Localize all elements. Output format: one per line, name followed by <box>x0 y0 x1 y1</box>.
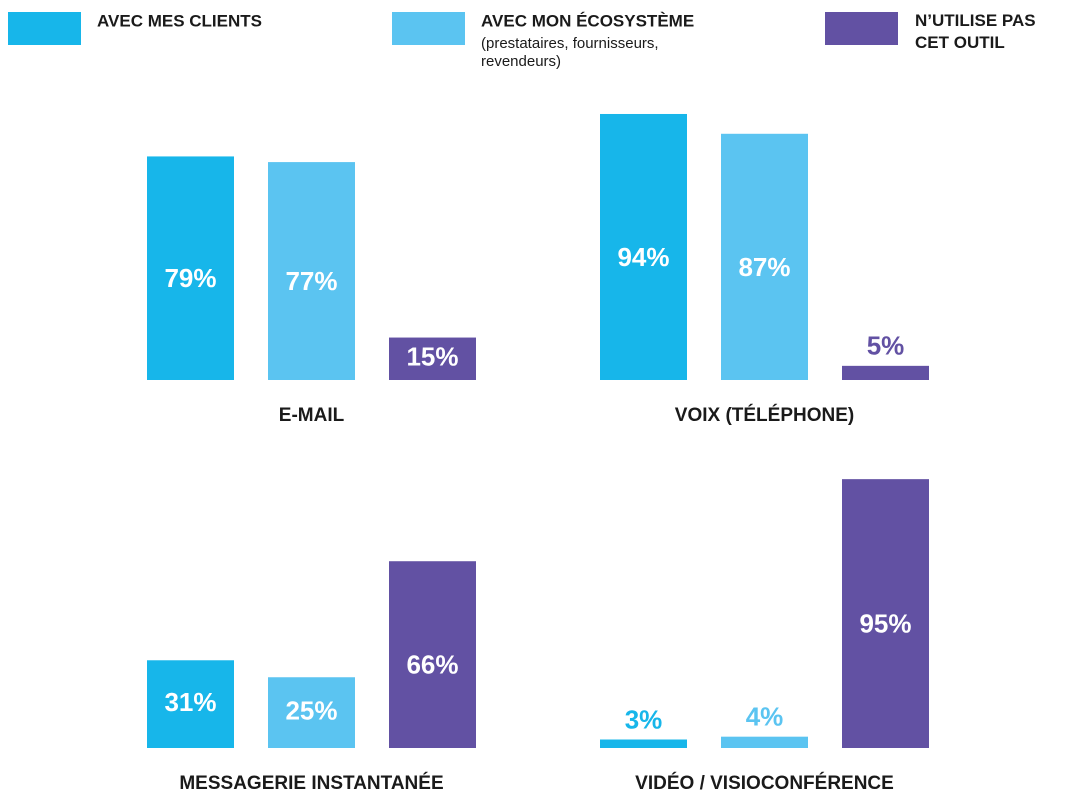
legend-label: AVEC MES CLIENTS <box>97 11 262 30</box>
value-label: 5% <box>867 331 905 361</box>
category-label: MESSAGERIE INSTANTANÉE <box>179 772 443 794</box>
value-label: 94% <box>617 242 669 272</box>
bar <box>147 660 234 748</box>
value-label: 31% <box>164 687 216 717</box>
bar <box>268 677 355 748</box>
value-label: 25% <box>285 696 337 726</box>
category-label: VOIX (TÉLÉPHONE) <box>675 404 854 426</box>
legend-swatch <box>825 12 898 45</box>
bar <box>389 337 476 380</box>
bar <box>842 365 929 380</box>
legend-note: (prestataires, fournisseurs, revendeurs) <box>481 35 659 70</box>
value-label: 79% <box>164 263 216 293</box>
bar <box>721 736 808 748</box>
legend-label: AVEC MON ÉCOSYSTÈME <box>481 11 694 30</box>
bar <box>268 162 355 380</box>
legend-swatch <box>392 12 465 45</box>
value-label: 4% <box>746 702 784 732</box>
bar <box>389 561 476 748</box>
bar <box>600 113 687 380</box>
category-label: VIDÉO / VISIOCONFÉRENCE <box>635 772 894 794</box>
legend-swatch <box>8 12 81 45</box>
value-label: 77% <box>285 266 337 296</box>
value-label: 87% <box>738 252 790 282</box>
legend-label: N’UTILISE PAS CET OUTIL <box>915 11 1036 52</box>
bar <box>600 739 687 748</box>
category-label: E-MAIL <box>279 405 345 426</box>
bar <box>721 133 808 380</box>
value-label: 95% <box>859 608 911 638</box>
value-label: 3% <box>625 704 663 734</box>
bar <box>842 479 929 748</box>
value-label: 66% <box>406 649 458 679</box>
bar <box>147 156 234 380</box>
value-label: 15% <box>406 342 458 372</box>
